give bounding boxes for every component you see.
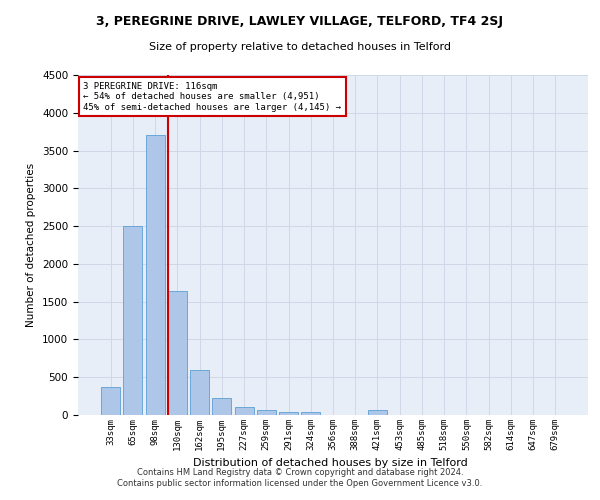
Bar	[301, 412, 320, 415]
Text: 3 PEREGRINE DRIVE: 116sqm
← 54% of detached houses are smaller (4,951)
45% of se: 3 PEREGRINE DRIVE: 116sqm ← 54% of detac…	[83, 82, 341, 112]
Bar	[368, 410, 387, 415]
Y-axis label: Number of detached properties: Number of detached properties	[26, 163, 37, 327]
Bar	[101, 387, 120, 415]
Text: Size of property relative to detached houses in Telford: Size of property relative to detached ho…	[149, 42, 451, 52]
Bar	[257, 410, 276, 415]
Bar	[235, 407, 254, 415]
Bar	[279, 412, 298, 415]
Bar	[190, 370, 209, 415]
Bar	[146, 136, 164, 415]
Bar	[168, 291, 187, 415]
Text: Distribution of detached houses by size in Telford: Distribution of detached houses by size …	[193, 458, 467, 468]
Text: 3, PEREGRINE DRIVE, LAWLEY VILLAGE, TELFORD, TF4 2SJ: 3, PEREGRINE DRIVE, LAWLEY VILLAGE, TELF…	[97, 15, 503, 28]
Bar	[212, 398, 231, 415]
Bar	[124, 226, 142, 415]
Text: Contains HM Land Registry data © Crown copyright and database right 2024.
Contai: Contains HM Land Registry data © Crown c…	[118, 468, 482, 487]
